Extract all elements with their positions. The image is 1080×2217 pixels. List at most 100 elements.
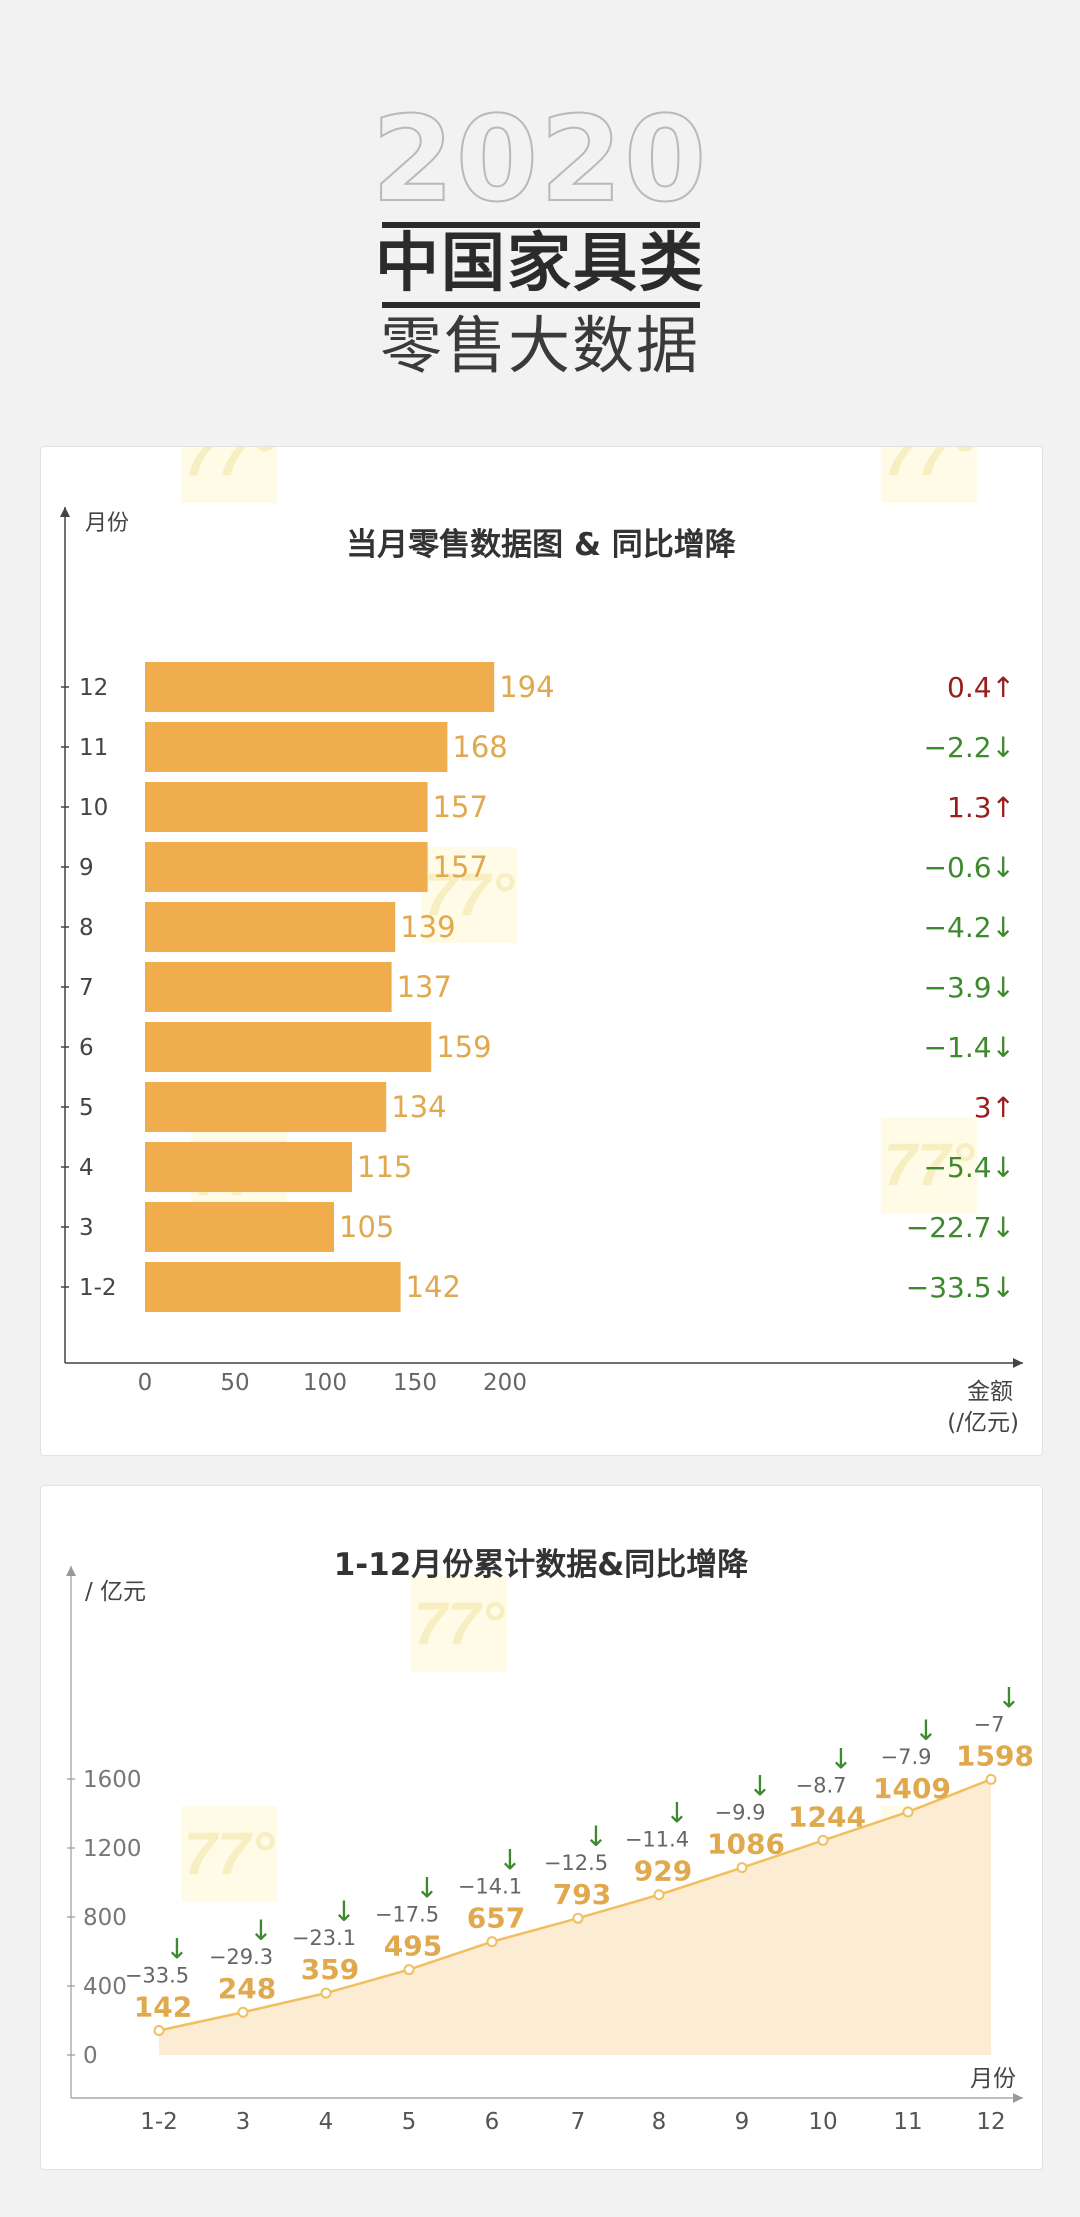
yoy-change-label: −8.7 xyxy=(796,1773,847,1797)
yoy-change-label: −7 xyxy=(974,1712,1005,1736)
x-tick-label: 10 xyxy=(808,2109,837,2135)
bar-value-label: 137 xyxy=(397,970,452,1004)
y-axis-label: / 亿元 xyxy=(85,1579,146,1605)
bar-value-label: 134 xyxy=(391,1090,446,1124)
down-arrow-icon: ↓ xyxy=(829,1742,852,1775)
bar xyxy=(145,962,392,1012)
x-axis-unit: (/亿元) xyxy=(947,1410,1019,1436)
yoy-change-label: −14.1 xyxy=(458,1875,522,1899)
page-title: 中国家具类 xyxy=(375,227,705,301)
yoy-change-label: 1.3↑ xyxy=(947,791,1015,824)
down-arrow-icon: ↓ xyxy=(415,1872,438,1905)
bar xyxy=(145,722,448,772)
chart-title: 当月零售数据图 & 同比增降 xyxy=(346,527,737,563)
down-arrow-icon: ↓ xyxy=(584,1820,607,1853)
yoy-change-label: 3↑ xyxy=(974,1091,1015,1124)
bar-value-label: 142 xyxy=(406,1270,461,1304)
bar-value-label: 159 xyxy=(436,1030,491,1064)
bar xyxy=(145,1082,387,1132)
bar xyxy=(145,902,396,952)
yoy-change-label: −33.5↓ xyxy=(906,1271,1015,1304)
x-tick-label: 9 xyxy=(735,2109,750,2135)
bar xyxy=(145,782,428,832)
yoy-change-label: −2.2↓ xyxy=(924,731,1015,764)
x-axis-arrow xyxy=(1013,1358,1023,1368)
y-axis-arrow xyxy=(66,1566,76,1576)
x-axis-label: 月份 xyxy=(970,2066,1016,2092)
yoy-change-label: −12.5 xyxy=(544,1851,608,1875)
data-point xyxy=(572,1912,584,1924)
bar xyxy=(145,1022,432,1072)
data-point xyxy=(320,1987,332,1999)
year-heading: 2020 xyxy=(371,90,709,228)
yoy-change-label: −5.4↓ xyxy=(924,1151,1015,1184)
watermark-logo: 77° xyxy=(181,1806,277,1902)
yoy-change-label: −0.6↓ xyxy=(924,851,1015,884)
y-tick-label: 8 xyxy=(79,915,94,941)
x-tick-label: 0 xyxy=(138,1370,153,1396)
point-value-label: 1244 xyxy=(788,1800,866,1833)
x-tick-label: 150 xyxy=(393,1370,437,1396)
y-axis-arrow xyxy=(60,507,70,517)
watermark-logo: 77° xyxy=(421,847,517,943)
x-tick-label: 5 xyxy=(402,2109,417,2135)
y-tick-label: 10 xyxy=(79,795,108,821)
yoy-change-label: 0.4↑ xyxy=(947,671,1015,704)
point-value-label: 142 xyxy=(134,1991,192,2024)
area-fill xyxy=(159,1779,991,2055)
down-arrow-icon: ↓ xyxy=(165,1933,188,1966)
y-tick-label: 1-2 xyxy=(79,1275,117,1301)
y-tick-label: 11 xyxy=(79,735,108,761)
x-tick-label: 3 xyxy=(236,2109,251,2135)
y-tick-label: 0 xyxy=(83,2043,98,2069)
y-tick-label: 1200 xyxy=(83,1836,142,1862)
watermark-logo: 77° xyxy=(881,1117,977,1213)
data-point xyxy=(237,2006,249,2018)
y-tick-label: 4 xyxy=(79,1155,94,1181)
bar-value-label: 157 xyxy=(433,850,488,884)
yoy-change-label: −23.1 xyxy=(292,1926,356,1950)
yoy-change-label: −3.9↓ xyxy=(924,971,1015,1004)
yoy-change-label: −29.3 xyxy=(209,1945,273,1969)
point-value-label: 1086 xyxy=(707,1828,785,1861)
data-point xyxy=(736,1862,748,1874)
data-point xyxy=(403,1964,415,1976)
page-subtitle: 零售大数据 xyxy=(379,309,700,382)
title-rule-top xyxy=(382,222,700,228)
watermark-logo: 77° xyxy=(181,447,277,503)
data-point xyxy=(985,1773,997,1785)
data-point xyxy=(653,1889,665,1901)
data-point xyxy=(902,1806,914,1818)
watermark-logo: 77° xyxy=(881,447,977,503)
down-arrow-icon: ↓ xyxy=(914,1714,937,1747)
x-tick-label: 200 xyxy=(483,1370,527,1396)
point-value-label: 359 xyxy=(301,1953,359,1986)
y-tick-label: 1600 xyxy=(83,1767,142,1793)
yoy-change-label: −33.5 xyxy=(125,1964,189,1988)
x-tick-label: 12 xyxy=(976,2109,1005,2135)
yoy-change-label: −22.7↓ xyxy=(906,1211,1015,1244)
y-tick-label: 5 xyxy=(79,1095,94,1121)
yoy-change-label: −1.4↓ xyxy=(924,1031,1015,1064)
point-value-label: 1409 xyxy=(873,1772,951,1805)
x-tick-label: 50 xyxy=(220,1370,249,1396)
y-tick-label: 12 xyxy=(79,675,108,701)
y-tick-label: 7 xyxy=(79,975,94,1001)
x-tick-label: 7 xyxy=(571,2109,586,2135)
x-tick-label: 11 xyxy=(893,2109,922,2135)
down-arrow-icon: ↓ xyxy=(249,1914,272,1947)
down-arrow-icon: ↓ xyxy=(498,1844,521,1877)
bar-value-label: 157 xyxy=(433,790,488,824)
data-point xyxy=(817,1834,829,1846)
page-header: 2020 中国家具类 零售大数据 xyxy=(0,0,1080,420)
data-point xyxy=(153,2025,165,2037)
title-rule-bottom xyxy=(382,302,700,308)
bar-value-label: 168 xyxy=(452,730,507,764)
x-tick-label: 8 xyxy=(652,2109,667,2135)
x-axis-arrow xyxy=(1013,2093,1023,2103)
down-arrow-icon: ↓ xyxy=(665,1797,688,1830)
x-tick-label: 4 xyxy=(319,2109,334,2135)
yoy-change-label: −7.9 xyxy=(881,1745,932,1769)
bar-value-label: 194 xyxy=(499,670,554,704)
